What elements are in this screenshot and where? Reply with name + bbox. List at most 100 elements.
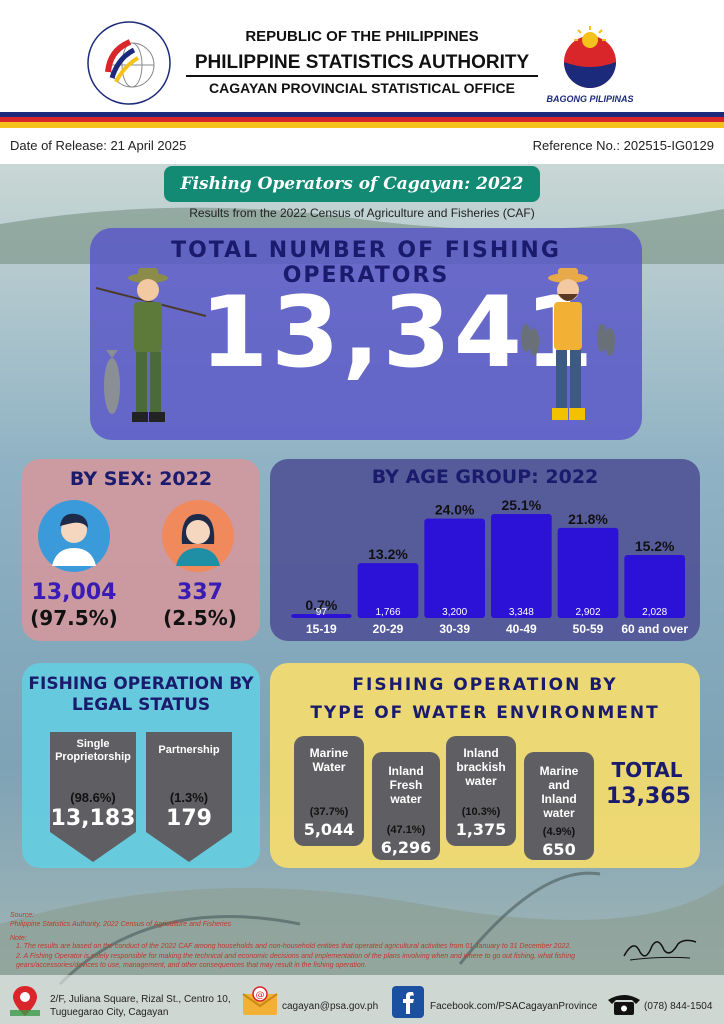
age-bar-3 <box>491 514 552 618</box>
legal-single-value: 13,183 <box>50 806 136 831</box>
facebook-icon <box>392 986 424 1018</box>
note-1: 1. The results are based on the conduct … <box>16 943 572 950</box>
age-value-label-0: 97 <box>316 607 328 618</box>
water-inland-brackish-box <box>446 736 516 846</box>
age-value-label-2: 3,200 <box>442 607 467 618</box>
age-percent-label-1: 13.2% <box>368 546 408 562</box>
header-republic: REPUBLIC OF THE PHILIPPINES <box>245 28 479 45</box>
note-label: Note: <box>10 935 27 942</box>
legal-partnership-label: Partnership <box>158 744 220 756</box>
water-marine-value: 5,044 <box>303 820 355 839</box>
age-heading: BY AGE GROUP: 2022 <box>371 466 599 488</box>
location-pin-icon <box>10 986 40 1016</box>
telephone-icon <box>608 995 640 1015</box>
female-count: 337 <box>177 580 223 605</box>
age-percent-label-2: 24.0% <box>435 502 475 518</box>
legal-status-heading: FISHING OPERATION BY LEGAL STATUS <box>22 674 260 716</box>
female-percent: (2.5%) <box>163 606 237 630</box>
release-bar <box>0 128 724 164</box>
psa-logo <box>87 21 171 105</box>
age-category-label-0: 15-19 <box>306 622 337 636</box>
legal-partnership-percent: (1.3%) <box>169 790 209 805</box>
water-marine-inland-label: Marine and Inland water <box>539 764 579 820</box>
water-heading-line1: FISHING OPERATION BY <box>352 675 618 695</box>
age-bar-0 <box>291 614 352 618</box>
email-icon: @ <box>242 986 278 1015</box>
bagong-pilipinas-logo <box>564 26 616 88</box>
water-marine-inland-percent: (4.9%) <box>542 826 576 838</box>
age-bar-5 <box>624 555 685 618</box>
male-count: 13,004 <box>31 580 117 605</box>
age-group-chart: 0.7%97 15-19 13.2% 1,766 20-29 24.0% 3,200 30-3… <box>291 497 688 636</box>
water-total-label: TOTAL <box>611 758 683 782</box>
water-heading-line2: TYPE OF WATER ENVIRONMENT <box>310 703 660 723</box>
legal-heading-line1: FISHING OPERATION BY <box>28 674 254 694</box>
age-bar-1 <box>357 563 419 618</box>
age-value-label-1: 1,766 <box>375 607 400 618</box>
sex-heading: BY SEX: 2022 <box>69 468 213 490</box>
legal-single-shape <box>50 732 136 862</box>
water-total-value: 13,365 <box>606 784 691 809</box>
header-office: CAGAYAN PROVINCIAL STATISTICAL OFFICE <box>209 80 515 96</box>
fisherman-left-illustration <box>96 268 206 422</box>
age-category-label-3: 40-49 <box>506 622 537 636</box>
male-avatar-icon <box>38 500 110 572</box>
fisherman-right-illustration <box>521 268 615 420</box>
age-category-label-2: 30-39 <box>439 622 470 636</box>
reference-number: Reference No.: 202515-IG0129 <box>532 138 714 153</box>
footer <box>0 975 724 1024</box>
water-marine-inland-value: 650 <box>542 840 576 859</box>
bagong-pilipinas-label: BAGONG PILIPINAS <box>546 94 634 104</box>
footer-facebook[interactable]: Facebook.com/PSACagayanProvince <box>430 1001 598 1012</box>
legal-heading-line2: LEGAL STATUS <box>71 695 211 715</box>
age-category-label-4: 50-59 <box>573 622 604 636</box>
total-heading: TOTAL NUMBER OF FISHING OPERATORS <box>171 238 561 288</box>
legal-single-percent: (98.6%) <box>70 790 116 805</box>
release-date: Date of Release: 21 April 2025 <box>10 138 187 153</box>
footer-address-line1: 2/F, Juliana Square, Rizal St., Centro 1… <box>50 994 231 1005</box>
female-avatar-icon <box>162 500 234 572</box>
page-title: Fishing Operators of Cagayan: 2022 <box>180 174 524 194</box>
page-subtitle: Results from the 2022 Census of Agricult… <box>189 206 535 220</box>
header-rule <box>186 75 538 77</box>
age-category-label-1: 20-29 <box>373 622 404 636</box>
total-panel <box>90 228 642 440</box>
header-stripe-yellow <box>0 122 724 128</box>
age-category-label-5: 60 and over <box>621 622 688 636</box>
signature <box>623 939 697 961</box>
water-marine-box <box>294 736 364 846</box>
svg-text:@: @ <box>256 991 265 1001</box>
source-text: Philippine Statistics Authority, 2022 Ce… <box>10 921 232 928</box>
age-bar-4 <box>557 527 619 618</box>
legal-partnership-shape <box>146 732 232 862</box>
note-2: 2. A Fishing Operator is solely responsi… <box>16 953 576 969</box>
water-inland-brackish-value: 1,375 <box>455 820 507 839</box>
title-pill <box>164 166 540 202</box>
footer-address-line2: Tuguegarao City, Cagayan <box>50 1007 169 1018</box>
footer-phone: (078) 844-1504 <box>644 1001 713 1012</box>
water-marine-percent: (37.7%) <box>309 806 349 818</box>
age-value-label-5: 2,028 <box>642 607 667 618</box>
water-inland-fresh-percent: (47.1%) <box>386 824 426 836</box>
water-inland-fresh-box <box>372 752 440 860</box>
legal-single-label: Single Proprietorship <box>55 738 131 763</box>
water-marine-inland-box <box>524 752 594 860</box>
age-bar-2 <box>424 518 485 618</box>
source-label: Source: <box>10 912 35 919</box>
water-inland-brackish-label: Inland brackish water <box>456 746 506 788</box>
header-stripe-blue <box>0 112 724 117</box>
water-inland-fresh-label: Inland Fresh water <box>388 764 424 806</box>
legal-partnership-value: 179 <box>166 806 212 831</box>
age-value-label-4: 2,902 <box>575 607 600 618</box>
male-percent: (97.5%) <box>30 606 118 630</box>
age-percent-label-4: 21.8% <box>568 511 608 527</box>
age-value-label-3: 3,348 <box>509 607 534 618</box>
header-stripe-red <box>0 117 724 122</box>
water-marine-label: Marine Water <box>309 746 349 774</box>
age-percent-label-3: 25.1% <box>501 497 541 513</box>
header-agency: PHILIPPINE STATISTICS AUTHORITY <box>194 52 530 73</box>
age-percent-label-0: 0.7% <box>305 597 337 613</box>
water-inland-fresh-value: 6,296 <box>380 838 432 857</box>
water-inland-brackish-percent: (10.3%) <box>461 806 501 818</box>
footer-email[interactable]: cagayan@psa.gov.ph <box>282 1001 379 1012</box>
